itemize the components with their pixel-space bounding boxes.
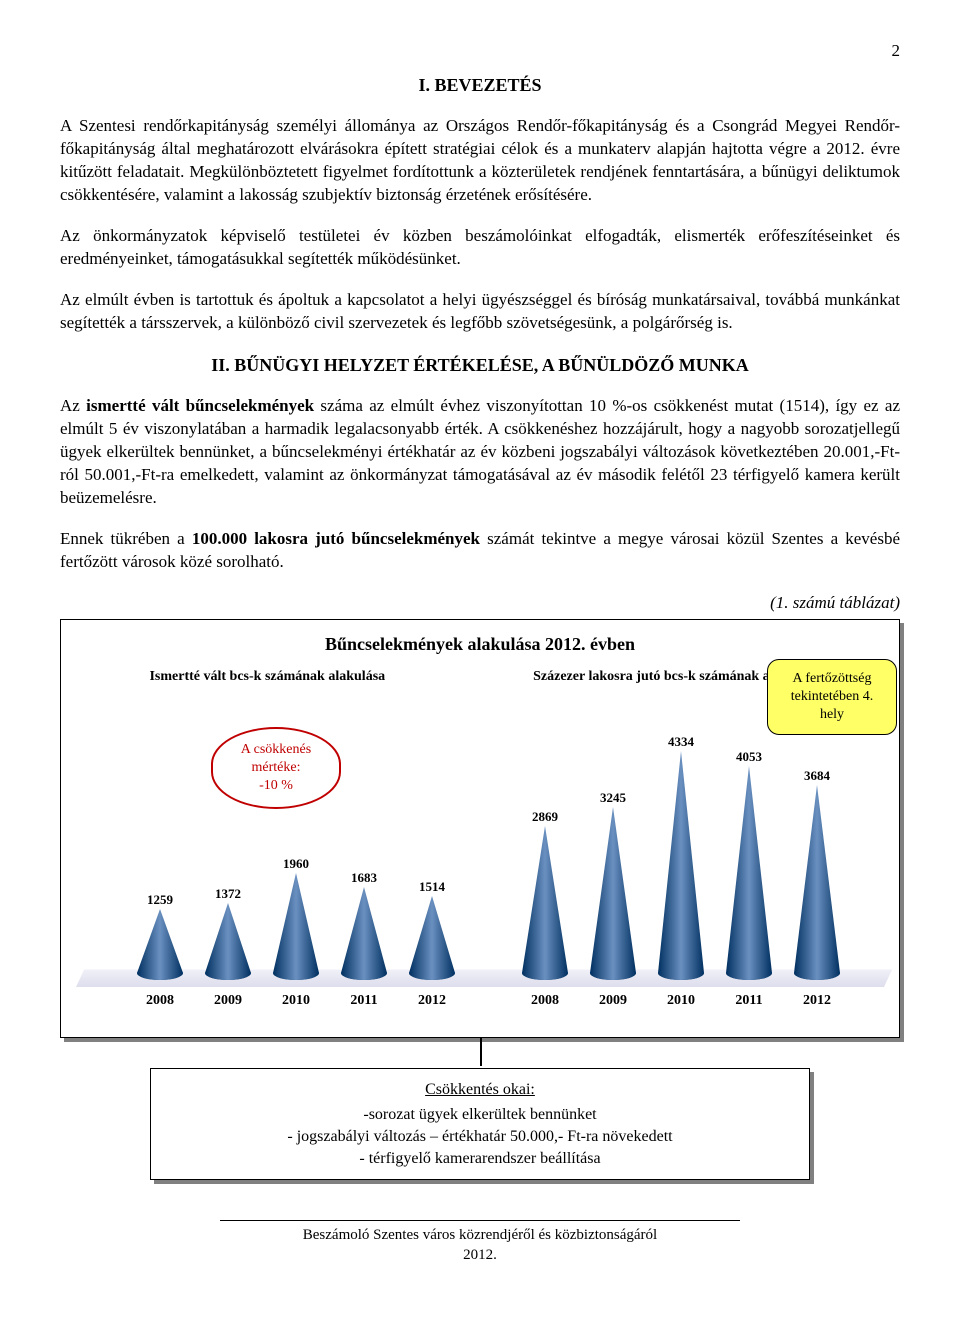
para5-bold: 100.000 lakosra jutó bűncselekmények [192, 529, 480, 548]
chart-cone: 1514 [409, 896, 455, 981]
chart-cone: 1960 [273, 873, 319, 981]
cone-value-label: 4053 [719, 748, 779, 766]
cone-value-label: 3684 [787, 767, 847, 785]
section1-title: I. BEVEZETÉS [60, 73, 900, 97]
x-axis-year: 2010 [282, 992, 310, 1011]
reasons-box: Csökkentés okai: -sorozat ügyek elkerült… [150, 1068, 810, 1180]
cone-value-label: 1960 [266, 855, 326, 873]
cone-value-label: 1514 [402, 878, 462, 896]
x-axis-year: 2010 [667, 992, 695, 1011]
para5-a: Ennek tükrében a [60, 529, 192, 548]
callout-yellow-line1: A fertőzöttség [778, 670, 886, 688]
page-footer: Beszámoló Szentes város közrendjéről és … [220, 1220, 740, 1266]
chart-panel: Bűncselekmények alakulása 2012. évben Is… [60, 619, 900, 1038]
paragraph-2: Az önkormányzatok képviselő testületei é… [60, 225, 900, 271]
x-axis-year: 2008 [146, 992, 174, 1011]
paragraph-5: Ennek tükrében a 100.000 lakosra jutó bű… [60, 528, 900, 574]
paragraph-1: A Szentesi rendőrkapitányság személyi ál… [60, 115, 900, 207]
cone-value-label: 3245 [583, 789, 643, 807]
callout-red-line2: mértéke: [221, 759, 331, 777]
cone-value-label: 2869 [515, 808, 575, 826]
chart-subtitle-left: Ismertté vált bcs-k számának alakulása [71, 668, 464, 687]
cone-value-label: 1683 [334, 869, 394, 887]
x-axis-labels: 2008 2009 2010 2011 2012 2008 2009 2010 2011 2012 [71, 992, 889, 1022]
x-axis-year: 2009 [214, 992, 242, 1011]
para4-a: Az [60, 396, 86, 415]
section2-title: II. BŰNÜGYI HELYZET ÉRTÉKELÉSE, A BŰNÜLD… [60, 353, 900, 377]
chart-cone: 4053 [726, 766, 772, 981]
callout-yellow-line3: hely [778, 706, 886, 724]
paragraph-3: Az elmúlt évben is tartottuk és ápoltuk … [60, 289, 900, 335]
callout-decrease: A csökkenés mértéke: -10 % [211, 727, 341, 810]
reasons-heading: Csökkentés okai: [161, 1079, 799, 1101]
footer-line2: 2012. [220, 1245, 740, 1265]
callout-red-line1: A csökkenés [221, 741, 331, 759]
chart-title: Bűncselekmények alakulása 2012. évben [71, 632, 889, 656]
callout-red-line3: -10 % [221, 777, 331, 795]
x-axis-year: 2012 [418, 992, 446, 1011]
callout-yellow-line2: tekintetében 4. [778, 688, 886, 706]
chart-cone: 2869 [522, 826, 568, 981]
cone-value-label: 4334 [651, 733, 711, 751]
x-axis-year: 2009 [599, 992, 627, 1011]
x-axis-year: 2008 [531, 992, 559, 1011]
chart-area: A csökkenés mértéke: -10 % A fertőzöttsé… [71, 697, 889, 1027]
reasons-line1: -sorozat ügyek elkerültek bennünket [161, 1104, 799, 1126]
footer-line1: Beszámoló Szentes város közrendjéről és … [220, 1225, 740, 1245]
chart-cone: 1259 [137, 909, 183, 981]
paragraph-4: Az ismertté vált bűncselekmények száma a… [60, 395, 900, 510]
page-number: 2 [60, 40, 900, 63]
x-axis-year: 2012 [803, 992, 831, 1011]
chart-cone: 1372 [205, 903, 251, 981]
chart-cone: 3245 [590, 807, 636, 981]
reasons-line2: - jogszabályi változás – értékhatár 50.0… [161, 1126, 799, 1148]
cone-value-label: 1372 [198, 885, 258, 903]
table-reference: (1. számú táblázat) [60, 592, 900, 615]
chart-cone: 1683 [341, 887, 387, 981]
callout-rank: A fertőzöttség tekintetében 4. hely [767, 659, 897, 736]
x-axis-year: 2011 [350, 992, 377, 1011]
x-axis-year: 2011 [735, 992, 762, 1011]
chart-cone: 4334 [658, 751, 704, 981]
connector-line [480, 1038, 482, 1066]
cone-value-label: 1259 [130, 891, 190, 909]
reasons-line3: - térfigyelő kamerarendszer beállítása [161, 1148, 799, 1170]
chart-cone: 3684 [794, 785, 840, 981]
para4-bold: ismertté vált bűncselekmények [86, 396, 314, 415]
